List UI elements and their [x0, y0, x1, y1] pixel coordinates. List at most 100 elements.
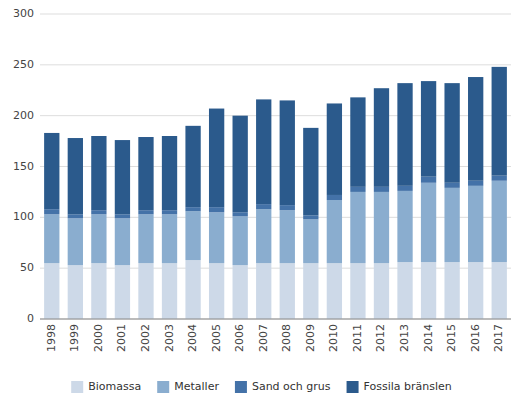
x-tick-label: 2006: [233, 324, 246, 352]
x-tick-label: 2001: [115, 324, 128, 352]
bar-segment: [162, 210, 177, 214]
legend-item: Fossila bränslen: [347, 380, 452, 393]
bar-segment: [91, 214, 106, 263]
bar-segment: [374, 263, 389, 319]
bar-segment: [138, 214, 153, 263]
bar-segment: [280, 210, 295, 263]
x-tick-label: 2009: [304, 324, 317, 352]
grid-line: [40, 115, 511, 116]
bar-segment: [185, 207, 200, 211]
bars: [44, 67, 507, 319]
y-tick-label: 200: [13, 109, 34, 122]
bar-segment: [256, 204, 271, 209]
grid-line: [40, 64, 511, 65]
bar-segment: [444, 262, 459, 319]
legend-item: Biomassa: [71, 380, 141, 393]
series: [44, 260, 507, 319]
legend: Biomassa Metaller Sand och grus Fossila brä…: [71, 380, 452, 393]
bar-segment: [374, 192, 389, 263]
x-tick-label: 2011: [351, 324, 364, 352]
grid-line: [40, 268, 511, 269]
bar-segment: [492, 176, 507, 181]
bar-segment: [350, 187, 365, 192]
x-tick-label: 2014: [422, 324, 435, 352]
bar-segment: [233, 216, 248, 265]
series: [44, 67, 507, 215]
legend-swatch: [347, 381, 359, 393]
bar-segment: [91, 210, 106, 214]
x-tick-label: 2016: [469, 324, 482, 352]
bar-segment: [256, 209, 271, 263]
legend-swatch: [71, 381, 83, 393]
bar-segment: [91, 136, 106, 210]
x-tick-label: 1998: [45, 324, 58, 352]
legend-swatch: [157, 381, 169, 393]
grid-line: [40, 319, 511, 320]
bar-segment: [397, 262, 412, 319]
legend-swatch: [235, 381, 247, 393]
bar-segment: [350, 97, 365, 186]
legend-label: Metaller: [174, 380, 219, 393]
bar-segment: [303, 215, 318, 219]
bar-segment: [256, 99, 271, 204]
bar-segment: [68, 138, 83, 214]
bar-segment: [138, 263, 153, 319]
x-tick-label: 2000: [92, 324, 105, 352]
bar-segment: [44, 133, 59, 209]
bar-segment: [280, 205, 295, 210]
bar-segment: [68, 265, 83, 319]
bar-segment: [327, 263, 342, 319]
bar-segment: [280, 100, 295, 205]
bar-segment: [421, 177, 436, 183]
chart: 0501001502002503001998199920002001200220…: [0, 0, 523, 401]
bar-segment: [374, 88, 389, 187]
bar-segment: [115, 218, 130, 265]
bar-segment: [421, 81, 436, 177]
bar-segment: [303, 128, 318, 215]
legend-item: Sand och grus: [235, 380, 331, 393]
bar-segment: [138, 137, 153, 210]
bar-segment: [91, 263, 106, 319]
series: [44, 176, 507, 220]
x-tick-label: 2003: [163, 324, 176, 352]
x-axis: 1998199920002001200220032004200520062007…: [45, 324, 505, 352]
bar-segment: [209, 263, 224, 319]
bar-segment: [397, 83, 412, 186]
bar-segment: [280, 263, 295, 319]
bar-segment: [444, 83, 459, 183]
x-tick-label: 1999: [68, 324, 81, 352]
bar-segment: [233, 212, 248, 216]
bar-segment: [468, 77, 483, 181]
series: [44, 181, 507, 265]
y-tick-label: 150: [13, 160, 34, 173]
x-tick-label: 2015: [445, 324, 458, 352]
bar-segment: [185, 211, 200, 260]
bar-segment: [303, 219, 318, 263]
bar-segment: [421, 262, 436, 319]
y-axis: 050100150200250300: [13, 7, 34, 325]
bar-segment: [162, 136, 177, 210]
x-tick-label: 2013: [398, 324, 411, 352]
bar-segment: [115, 214, 130, 218]
bar-segment: [421, 183, 436, 262]
bar-segment: [327, 195, 342, 200]
bar-segment: [327, 200, 342, 263]
bar-segment: [303, 263, 318, 319]
bar-segment: [492, 67, 507, 176]
x-tick-label: 2017: [492, 324, 505, 352]
bar-segment: [162, 214, 177, 263]
bar-segment: [185, 126, 200, 207]
grid-line: [40, 166, 511, 167]
y-tick-label: 300: [13, 7, 34, 20]
x-tick-label: 2012: [374, 324, 387, 352]
bar-segment: [350, 192, 365, 263]
bar-segment: [115, 265, 130, 319]
legend-label: Biomassa: [88, 380, 141, 393]
y-tick-label: 0: [27, 312, 34, 325]
bar-segment: [468, 262, 483, 319]
grid-line: [40, 14, 511, 15]
bar-segment: [185, 260, 200, 319]
bar-segment: [68, 214, 83, 218]
bar-segment: [138, 210, 153, 214]
x-tick-label: 2007: [257, 324, 270, 352]
